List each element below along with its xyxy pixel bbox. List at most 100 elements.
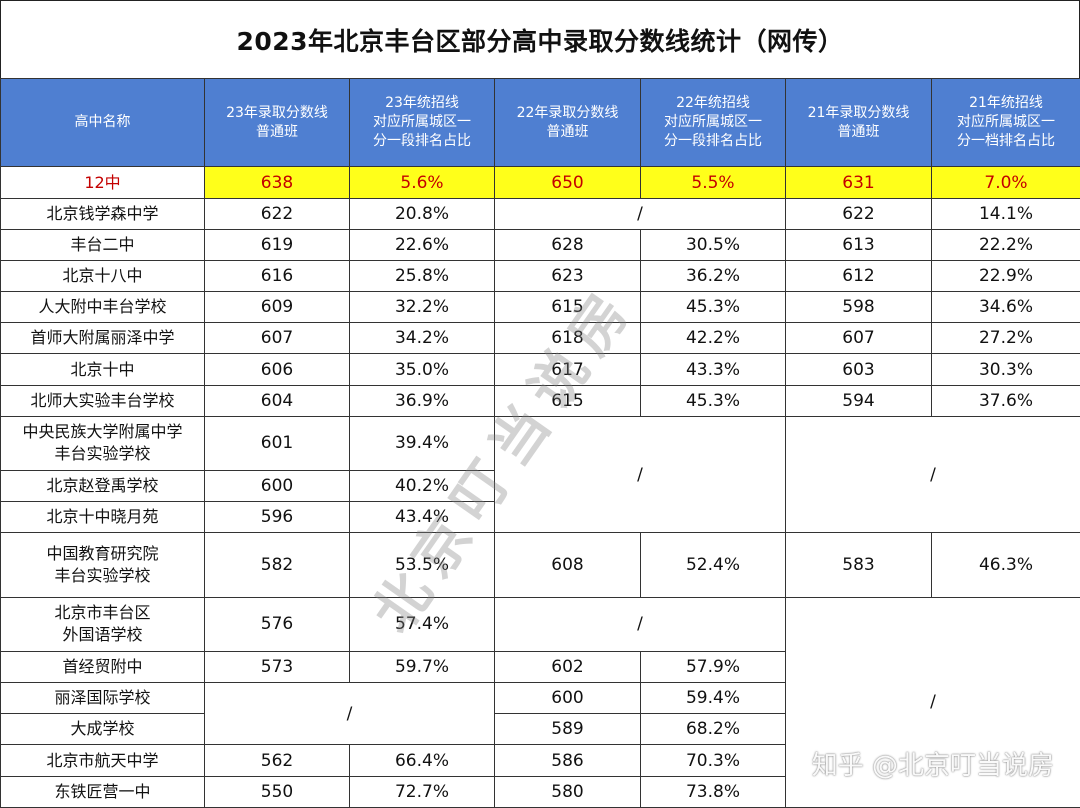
- rank-23: 32.2%: [349, 291, 495, 324]
- rank-22: 36.2%: [640, 259, 786, 293]
- header-21-rank: 21年统招线 对应所属城区一 分一档排名占比: [931, 77, 1080, 168]
- no-data-22: /: [494, 415, 786, 534]
- score-21: 612: [785, 259, 932, 293]
- school-name: 北京十中: [0, 353, 205, 386]
- table-row: 中国教育研究院 丰台实验学校 582 53.5% 608 52.4% 583 4…: [0, 532, 1080, 598]
- score-23: 601: [204, 415, 350, 472]
- table-row: 首经贸附中 573 59.7% 602 57.9%: [0, 650, 1080, 684]
- school-name: 北师大实验丰台学校: [0, 384, 205, 417]
- school-name: 东铁匠营一中: [0, 775, 205, 808]
- score-23: 638: [204, 166, 350, 199]
- header-23-score: 23年录取分数线 普通班: [204, 77, 350, 168]
- no-data-23: /: [204, 682, 495, 746]
- rank-23: 22.6%: [349, 228, 495, 261]
- school-name: 丰台二中: [0, 228, 205, 261]
- score-23: 616: [204, 259, 350, 293]
- rank-22: 57.9%: [640, 650, 786, 684]
- score-23: 622: [204, 197, 350, 230]
- score-22: 617: [494, 353, 641, 386]
- school-name: 中国教育研究院 丰台实验学校: [0, 532, 205, 598]
- no-data-21: /: [785, 596, 1080, 808]
- rank-23: 35.0%: [349, 353, 495, 386]
- rank-22: 73.8%: [640, 775, 786, 808]
- score-21: 631: [785, 166, 932, 199]
- score-21: 607: [785, 322, 932, 355]
- rank-22: 70.3%: [640, 744, 786, 777]
- rank-23: 43.4%: [349, 501, 495, 534]
- score-23: 582: [204, 532, 350, 598]
- rank-23: 5.6%: [349, 166, 495, 199]
- school-name: 中央民族大学附属中学 丰台实验学校: [0, 415, 205, 472]
- rank-22: 52.4%: [640, 532, 786, 598]
- rank-21: 46.3%: [931, 532, 1080, 598]
- rank-23: 39.4%: [349, 415, 495, 472]
- rank-22: 30.5%: [640, 228, 786, 261]
- school-name: 北京市航天中学: [0, 744, 205, 777]
- rank-21: 7.0%: [931, 166, 1080, 199]
- score-22: 615: [494, 291, 641, 324]
- table-row: 北京十中晓月苑 596 43.4%: [0, 501, 1080, 534]
- score-22: 602: [494, 650, 641, 684]
- score-23: 550: [204, 775, 350, 808]
- score-22: 618: [494, 322, 641, 355]
- table-row: 12中 638 5.6% 650 5.5% 631 7.0%: [0, 166, 1080, 199]
- rank-23: 53.5%: [349, 532, 495, 598]
- header-21-score: 21年录取分数线 普通班: [785, 77, 932, 168]
- table-row: 北京十中 606 35.0% 617 43.3% 603 30.3%: [0, 353, 1080, 386]
- admission-score-table: 高中名称 23年录取分数线 普通班 23年统招线 对应所属城区一 分一段排名占比…: [0, 77, 1080, 808]
- score-23: 609: [204, 291, 350, 324]
- score-22: 600: [494, 682, 641, 715]
- score-22: 580: [494, 775, 641, 808]
- rank-23: 57.4%: [349, 596, 495, 652]
- header-22-rank: 22年统招线 对应所属城区一 分一段排名占比: [640, 77, 786, 168]
- score-21: 583: [785, 532, 932, 598]
- score-22: 628: [494, 228, 641, 261]
- score-21: 598: [785, 291, 932, 324]
- score-21: 603: [785, 353, 932, 386]
- table-row: 首师大附属丽泽中学 607 34.2% 618 42.2% 607 27.2%: [0, 322, 1080, 355]
- score-23: 562: [204, 744, 350, 777]
- school-name: 丽泽国际学校: [0, 682, 205, 715]
- school-name: 北京赵登禹学校: [0, 470, 205, 503]
- rank-23: 59.7%: [349, 650, 495, 684]
- table-row: 北京十八中 616 25.8% 623 36.2% 612 22.9%: [0, 259, 1080, 293]
- school-name: 北京十八中: [0, 259, 205, 293]
- rank-23: 66.4%: [349, 744, 495, 777]
- score-23: 573: [204, 650, 350, 684]
- school-name: 首师大附属丽泽中学: [0, 322, 205, 355]
- rank-23: 34.2%: [349, 322, 495, 355]
- rank-23: 40.2%: [349, 470, 495, 503]
- rank-22: 42.2%: [640, 322, 786, 355]
- score-21: 622: [785, 197, 932, 230]
- rank-23: 36.9%: [349, 384, 495, 417]
- table-row: 丰台二中 619 22.6% 628 30.5% 613 22.2%: [0, 228, 1080, 261]
- no-data-22: /: [494, 197, 786, 230]
- header-school-name: 高中名称: [0, 77, 205, 168]
- table-row: 北京赵登禹学校 600 40.2%: [0, 470, 1080, 503]
- rank-21: 22.2%: [931, 228, 1080, 261]
- rank-22: 43.3%: [640, 353, 786, 386]
- score-22: 615: [494, 384, 641, 417]
- score-23: 606: [204, 353, 350, 386]
- score-21: 594: [785, 384, 932, 417]
- score-22: 650: [494, 166, 641, 199]
- school-name: 12中: [0, 166, 205, 199]
- score-22: 608: [494, 532, 641, 598]
- score-23: 600: [204, 470, 350, 503]
- table-row: 人大附中丰台学校 609 32.2% 615 45.3% 598 34.6%: [0, 291, 1080, 324]
- rank-21: 37.6%: [931, 384, 1080, 417]
- rank-23: 25.8%: [349, 259, 495, 293]
- header-row: 高中名称 23年录取分数线 普通班 23年统招线 对应所属城区一 分一段排名占比…: [0, 77, 1080, 168]
- school-name: 大成学校: [0, 713, 205, 746]
- header-22-score: 22年录取分数线 普通班: [494, 77, 641, 168]
- rank-23: 20.8%: [349, 197, 495, 230]
- school-name: 北京钱学森中学: [0, 197, 205, 230]
- school-name: 人大附中丰台学校: [0, 291, 205, 324]
- rank-21: 22.9%: [931, 259, 1080, 293]
- table-row: 大成学校 589 68.2%: [0, 713, 1080, 746]
- table-row: 东铁匠营一中 550 72.7% 580 73.8%: [0, 775, 1080, 808]
- rank-23: 72.7%: [349, 775, 495, 808]
- table-row: 北京市丰台区 外国语学校 576 57.4% / /: [0, 596, 1080, 808]
- school-name: 首经贸附中: [0, 650, 205, 684]
- school-name: 北京十中晓月苑: [0, 501, 205, 534]
